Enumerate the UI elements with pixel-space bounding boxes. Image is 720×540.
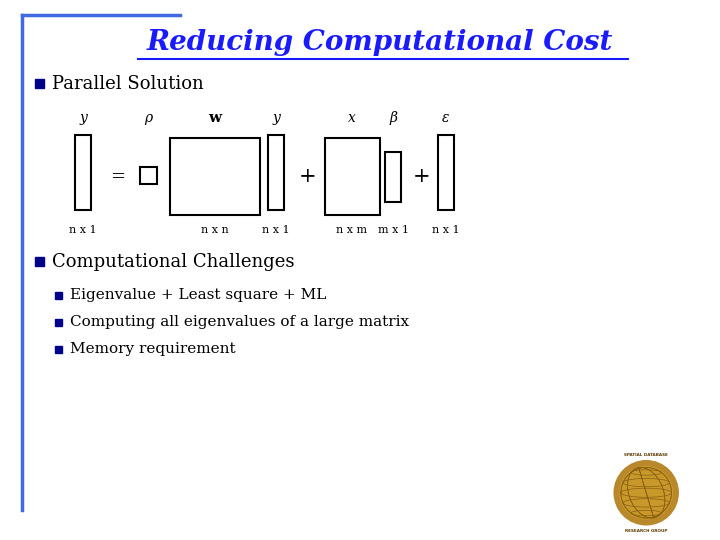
- Text: β: β: [389, 111, 397, 125]
- Text: Reducing Computational Cost: Reducing Computational Cost: [147, 30, 613, 57]
- Text: +: +: [413, 167, 431, 186]
- Bar: [438, 135, 454, 210]
- Text: y: y: [79, 111, 87, 125]
- Text: ρ: ρ: [144, 111, 152, 125]
- Text: y: y: [272, 111, 280, 125]
- Bar: [55, 292, 62, 299]
- Text: n x 1: n x 1: [69, 225, 96, 235]
- Text: w: w: [208, 111, 222, 125]
- Bar: [385, 152, 401, 202]
- Text: n x n: n x n: [201, 225, 229, 235]
- Bar: [75, 135, 91, 210]
- Text: Computing all eigenvalues of a large matrix: Computing all eigenvalues of a large mat…: [70, 315, 409, 329]
- Text: Computational Challenges: Computational Challenges: [52, 253, 294, 271]
- Text: x: x: [348, 111, 356, 125]
- Text: Eigenvalue + Least square + ML: Eigenvalue + Least square + ML: [70, 288, 326, 302]
- Bar: [55, 319, 62, 326]
- Bar: [35, 257, 44, 266]
- Bar: [35, 79, 44, 88]
- Text: n x 1: n x 1: [432, 225, 460, 235]
- Text: +: +: [300, 167, 317, 186]
- Circle shape: [620, 467, 672, 519]
- Bar: [55, 346, 62, 353]
- Text: m x 1: m x 1: [377, 225, 408, 235]
- Text: Memory requirement: Memory requirement: [70, 342, 235, 356]
- Bar: [268, 135, 284, 210]
- Text: ε: ε: [442, 111, 450, 125]
- Text: RESEARCH GROUP: RESEARCH GROUP: [625, 529, 667, 533]
- Bar: [170, 138, 260, 215]
- Circle shape: [614, 461, 678, 525]
- Text: =: =: [110, 168, 125, 186]
- Text: Parallel Solution: Parallel Solution: [52, 75, 204, 93]
- Bar: [140, 167, 157, 184]
- Bar: [325, 138, 380, 215]
- Text: n x 1: n x 1: [262, 225, 290, 235]
- Text: n x m: n x m: [336, 225, 368, 235]
- Text: SPATIAL DATABASE: SPATIAL DATABASE: [624, 453, 668, 457]
